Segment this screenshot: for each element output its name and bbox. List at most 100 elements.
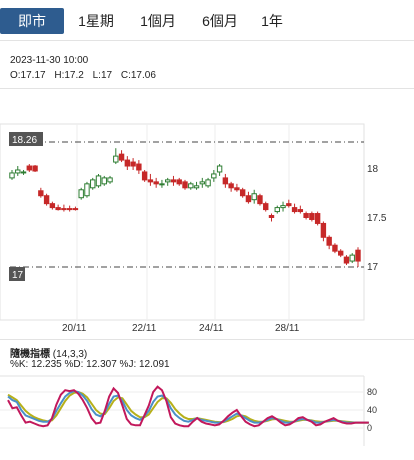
candle-body <box>320 222 327 238</box>
candle-body <box>61 208 67 211</box>
candle-body <box>286 203 292 207</box>
stochastic-title: 隨機指標 (14,3,3) <box>10 345 87 360</box>
j-value: %J: 12.091 <box>119 359 170 370</box>
candle-body <box>72 208 79 211</box>
candle-body <box>199 181 206 185</box>
low-value: L:17 <box>92 70 113 81</box>
candlesticks <box>9 148 361 267</box>
candle-body <box>118 153 125 161</box>
tabs-divider <box>0 40 414 41</box>
candle-body <box>314 213 321 224</box>
j-line <box>7 385 369 428</box>
candle-body <box>32 165 38 172</box>
candle-body <box>165 179 171 183</box>
candle-body <box>38 190 44 197</box>
candle-body <box>355 249 361 262</box>
candle-body <box>78 189 84 199</box>
candle-body <box>216 165 223 173</box>
candle-body <box>26 165 33 171</box>
candle-body <box>101 177 107 185</box>
candle-body <box>274 207 280 213</box>
tab-1-month[interactable]: 1個月 <box>140 13 176 29</box>
candle-body <box>193 185 200 189</box>
candle-body <box>113 155 119 163</box>
candle-body <box>153 181 159 185</box>
candle-body <box>20 171 27 174</box>
candle-body <box>182 181 188 189</box>
close-value: C:17.06 <box>120 70 156 81</box>
price-chart[interactable]: 18.26 17 18 17.5 17 20/11 22/11 24/11 28… <box>0 0 414 345</box>
x-tick-20-11: 20/11 <box>62 323 87 334</box>
d-value: %D: 12.307 <box>64 359 117 370</box>
candle-body <box>49 203 56 209</box>
candle-body <box>147 179 154 183</box>
candle-body <box>205 179 211 187</box>
candle-body <box>176 179 182 185</box>
candle-body <box>280 205 286 209</box>
candle-body <box>15 169 21 174</box>
candle-body <box>228 183 234 189</box>
candle-body <box>9 172 15 179</box>
x-tick-28-11: 28/11 <box>275 323 300 334</box>
candle-body <box>107 177 113 183</box>
high-value: H:17.2 <box>54 70 84 81</box>
candle-body <box>211 173 217 179</box>
tab-6-month[interactable]: 6個月 <box>202 13 238 29</box>
stochastic-values: %K: 12.235 %D: 12.307 %J: 12.091 <box>10 359 170 370</box>
candle-body <box>263 203 269 211</box>
max-label: 18.26 <box>12 135 37 146</box>
min-label-box <box>9 267 25 281</box>
candle-body <box>66 208 73 211</box>
candle-body <box>338 250 344 256</box>
max-label-box <box>9 132 43 146</box>
candle-body <box>136 163 142 171</box>
price-plot-frame <box>0 123 365 321</box>
candle-body <box>245 195 252 203</box>
candle-body <box>159 183 165 186</box>
open-value: O:17.17 <box>10 70 46 81</box>
tab-1-week[interactable]: 1星期 <box>78 13 114 29</box>
stochastic-name: 隨機指標 <box>10 349 50 360</box>
sto-tick-0: 0 <box>367 423 372 433</box>
period-tabs: 即市 1星期 1個月 6個月 1年 <box>0 8 414 34</box>
candle-body <box>332 244 338 252</box>
candle-body <box>170 179 177 183</box>
k-value: %K: 12.235 <box>10 359 62 370</box>
candle-body <box>43 195 50 205</box>
candle-body <box>291 207 298 213</box>
tab-1-year[interactable]: 1年 <box>261 13 283 29</box>
y-tick-17: 17 <box>367 262 379 273</box>
tab-intraday[interactable]: 即市 <box>0 8 64 34</box>
stochastic-params: (14,3,3) <box>52 349 88 360</box>
candle-body <box>268 215 275 219</box>
candle-body <box>257 195 263 205</box>
candle-body <box>234 187 240 191</box>
price-grid <box>76 124 290 320</box>
candle-body <box>349 254 355 262</box>
x-tick-24-11: 24/11 <box>199 323 224 334</box>
candle-body <box>141 171 148 181</box>
candle-body <box>239 189 246 197</box>
candle-body <box>251 193 257 201</box>
y-tick-18: 18 <box>367 164 379 175</box>
y-tick-17-5: 17.5 <box>367 213 387 224</box>
min-label: 17 <box>12 270 24 281</box>
candle-body <box>124 159 131 167</box>
candle-body <box>222 177 229 185</box>
candle-body <box>297 209 304 213</box>
candle-body <box>343 256 350 264</box>
candle-body <box>84 183 90 197</box>
candle-body <box>309 213 315 220</box>
x-tick-22-11: 22/11 <box>132 323 157 334</box>
ohlc-readout: O:17.17 H:17.2 L:17 C:17.06 <box>10 70 162 81</box>
info-divider <box>0 88 414 89</box>
d-line <box>7 390 369 424</box>
candle-body <box>90 179 96 189</box>
candle-body <box>55 207 61 211</box>
candle-body <box>95 175 102 187</box>
candle-body <box>303 213 309 218</box>
candle-body <box>188 183 194 189</box>
info-datetime: 2023-11-30 10:00 <box>10 55 89 66</box>
sto-tick-80: 80 <box>367 387 377 397</box>
